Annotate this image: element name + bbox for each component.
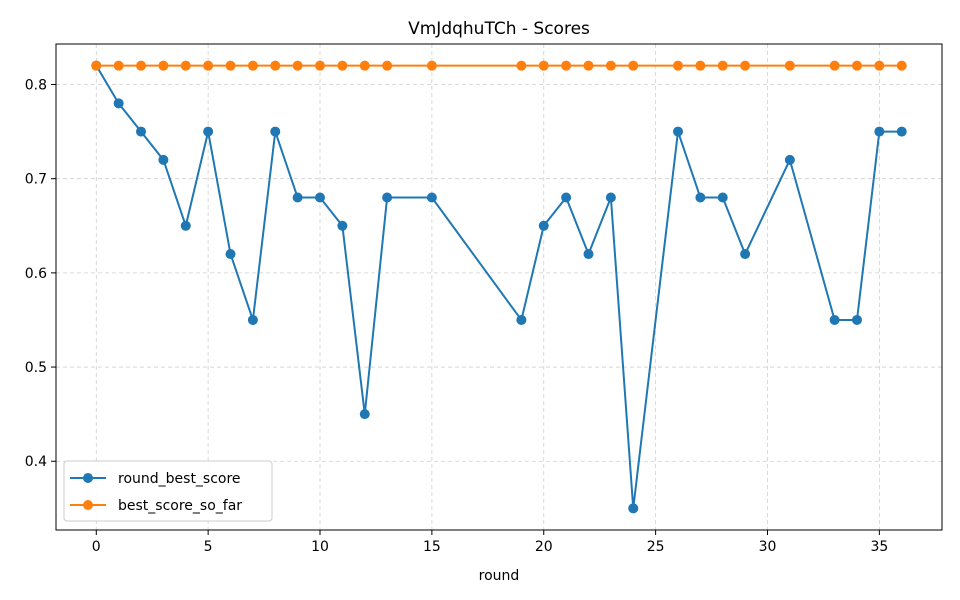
- data-point-round-best-score: [740, 249, 751, 260]
- x-tick-label: 20: [535, 539, 553, 555]
- x-tick-label: 5: [204, 539, 213, 555]
- data-point-round-best-score: [382, 192, 393, 203]
- x-tick-label: 0: [92, 539, 101, 555]
- x-tick-label: 15: [423, 539, 441, 555]
- x-axis-label: round: [479, 568, 520, 584]
- data-point-round-best-score: [292, 192, 303, 203]
- data-point-best-score-so-far: [874, 60, 885, 71]
- data-point-round-best-score: [359, 409, 370, 420]
- data-point-best-score-so-far: [382, 60, 393, 71]
- data-point-round-best-score: [426, 192, 437, 203]
- data-point-best-score-so-far: [359, 60, 370, 71]
- x-tick-label: 30: [759, 539, 777, 555]
- legend-entry-best-score-so-far: best_score_so_far: [70, 498, 242, 514]
- data-point-round-best-score: [851, 314, 862, 325]
- data-point-round-best-score: [538, 220, 549, 231]
- y-tick-label: 0.7: [25, 172, 47, 188]
- y-tick-label: 0.6: [25, 266, 47, 282]
- data-point-best-score-so-far: [829, 60, 840, 71]
- axis-ticks: 0 5 10 15 20 25 30 35 0.4 0.5 0.6 0.7 0.8: [25, 78, 889, 556]
- chart-title: VmJdqhuTCh - Scores: [408, 19, 590, 39]
- data-point-best-score-so-far: [538, 60, 549, 71]
- x-tick-label: 25: [647, 539, 665, 555]
- data-point-round-best-score: [158, 154, 169, 165]
- legend-label-round-best-score: round_best_score: [118, 471, 241, 487]
- data-point-best-score-so-far: [717, 60, 728, 71]
- data-point-best-score-so-far: [628, 60, 639, 71]
- data-point-best-score-so-far: [113, 60, 124, 71]
- data-point-best-score-so-far: [292, 60, 303, 71]
- data-point-round-best-score: [516, 314, 527, 325]
- data-point-round-best-score: [628, 503, 639, 514]
- data-point-best-score-so-far: [740, 60, 751, 71]
- data-point-round-best-score: [203, 126, 214, 137]
- data-point-best-score-so-far: [516, 60, 527, 71]
- data-point-best-score-so-far: [695, 60, 706, 71]
- data-point-round-best-score: [829, 314, 840, 325]
- data-point-round-best-score: [784, 154, 795, 165]
- legend-marker-best-score-so-far: [83, 500, 93, 510]
- data-point-round-best-score: [337, 220, 348, 231]
- data-point-best-score-so-far: [315, 60, 326, 71]
- data-point-round-best-score: [672, 126, 683, 137]
- data-point-best-score-so-far: [203, 60, 214, 71]
- data-point-best-score-so-far: [225, 60, 236, 71]
- series-layer: [91, 60, 907, 514]
- data-point-best-score-so-far: [247, 60, 258, 71]
- data-point-best-score-so-far: [426, 60, 437, 71]
- data-point-best-score-so-far: [136, 60, 147, 71]
- data-point-round-best-score: [874, 126, 885, 137]
- data-point-round-best-score: [561, 192, 572, 203]
- data-point-round-best-score: [695, 192, 706, 203]
- data-point-round-best-score: [717, 192, 728, 203]
- y-tick-label: 0.4: [25, 454, 47, 470]
- data-point-best-score-so-far: [583, 60, 594, 71]
- data-point-best-score-so-far: [672, 60, 683, 71]
- data-point-round-best-score: [247, 314, 258, 325]
- data-point-best-score-so-far: [896, 60, 907, 71]
- x-tick-label: 35: [870, 539, 888, 555]
- legend: round_best_score best_score_so_far: [63, 460, 273, 522]
- legend-marker-round-best-score: [83, 473, 93, 483]
- data-point-round-best-score: [136, 126, 147, 137]
- x-tick-label: 10: [311, 539, 329, 555]
- data-point-best-score-so-far: [561, 60, 572, 71]
- data-point-best-score-so-far: [337, 60, 348, 71]
- data-point-round-best-score: [583, 249, 594, 260]
- data-point-best-score-so-far: [270, 60, 281, 71]
- data-point-round-best-score: [315, 192, 326, 203]
- data-point-best-score-so-far: [158, 60, 169, 71]
- data-point-round-best-score: [180, 220, 191, 231]
- data-point-best-score-so-far: [605, 60, 616, 71]
- data-point-best-score-so-far: [91, 60, 102, 71]
- legend-box: [63, 460, 273, 522]
- y-tick-label: 0.5: [25, 360, 47, 376]
- data-point-round-best-score: [225, 249, 236, 260]
- y-tick-label: 0.8: [25, 78, 47, 94]
- data-point-round-best-score: [896, 126, 907, 137]
- legend-label-best-score-so-far: best_score_so_far: [118, 498, 242, 514]
- data-point-best-score-so-far: [180, 60, 191, 71]
- data-point-best-score-so-far: [784, 60, 795, 71]
- legend-entry-round-best-score: round_best_score: [70, 471, 241, 487]
- data-point-round-best-score: [113, 98, 124, 109]
- plot-frame: [55, 43, 943, 531]
- series-line-round-best-score: [95, 65, 902, 510]
- data-point-round-best-score: [605, 192, 616, 203]
- data-point-round-best-score: [270, 126, 281, 137]
- data-point-best-score-so-far: [851, 60, 862, 71]
